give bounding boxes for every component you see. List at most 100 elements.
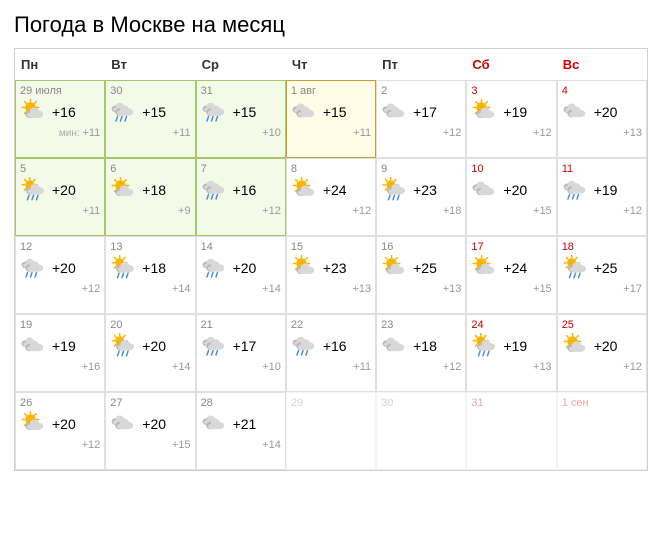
weekday-header: Ср bbox=[196, 49, 286, 80]
temp-low: +11 bbox=[291, 361, 371, 373]
calendar-day[interactable]: 7 +16+12 bbox=[196, 158, 286, 236]
temp-low: +12 bbox=[562, 205, 642, 217]
temp-low: +13 bbox=[291, 283, 371, 295]
calendar-day[interactable]: 9 +23+18 bbox=[376, 158, 466, 236]
day-date: 25 bbox=[562, 319, 642, 331]
temp-high: +25 bbox=[594, 260, 618, 276]
calendar-day[interactable]: 3 +19+12 bbox=[466, 80, 556, 158]
rain-icon bbox=[291, 333, 321, 359]
temp-low: +15 bbox=[471, 205, 551, 217]
day-date: 27 bbox=[110, 397, 190, 409]
temp-low: +17 bbox=[562, 283, 642, 295]
day-date: 29 июля bbox=[20, 85, 100, 97]
partly-cloudy-icon bbox=[110, 177, 140, 203]
day-content: +15 bbox=[110, 99, 190, 125]
calendar-day[interactable]: 8 +24+12 bbox=[286, 158, 376, 236]
calendar-day[interactable]: 12 +20+12 bbox=[15, 236, 105, 314]
calendar-day: 29 bbox=[286, 392, 376, 470]
temp-low: +16 bbox=[20, 361, 100, 373]
day-content: +19 bbox=[20, 333, 100, 359]
calendar-day[interactable]: 29 июля +16мин: +11 bbox=[15, 80, 105, 158]
calendar-day[interactable]: 11 +19+12 bbox=[557, 158, 647, 236]
calendar-day[interactable]: 26 +20+12 bbox=[15, 392, 105, 470]
temp-low: +10 bbox=[201, 127, 281, 139]
temp-low-value: +9 bbox=[178, 205, 191, 217]
temp-low-value: +11 bbox=[82, 205, 100, 217]
rain-icon bbox=[201, 255, 231, 281]
temp-low-value: +12 bbox=[623, 205, 642, 217]
temp-high: +20 bbox=[142, 416, 166, 432]
calendar-day[interactable]: 19 +19 +16 bbox=[15, 314, 105, 392]
calendar-day[interactable]: 10 +20 +15 bbox=[466, 158, 556, 236]
temp-low-value: +13 bbox=[623, 127, 642, 139]
calendar-day: 31 bbox=[466, 392, 556, 470]
day-content: +25 bbox=[381, 255, 461, 281]
temp-high: +18 bbox=[413, 338, 437, 354]
calendar-week: 29 июля +16мин: +1130 +15+11 31 +15 +10 1 а… bbox=[15, 80, 647, 158]
calendar-day[interactable]: 20 +20+14 bbox=[105, 314, 195, 392]
calendar-day[interactable]: 25 +20 +12 bbox=[557, 314, 647, 392]
calendar-day[interactable]: 31 +15 +10 bbox=[196, 80, 286, 158]
temp-high: +16 bbox=[233, 182, 257, 198]
temp-high: +21 bbox=[233, 416, 257, 432]
day-date: 16 bbox=[381, 241, 461, 253]
calendar-day[interactable]: 15 +23+13 bbox=[286, 236, 376, 314]
temp-low: +18 bbox=[381, 205, 461, 217]
calendar-day[interactable]: 24 +19+13 bbox=[466, 314, 556, 392]
temp-high: +18 bbox=[142, 260, 166, 276]
temp-low: +12 bbox=[562, 361, 642, 373]
calendar-day[interactable]: 23 +18+12 bbox=[376, 314, 466, 392]
calendar-day[interactable]: 27 +20+15 bbox=[105, 392, 195, 470]
calendar-day[interactable]: 4 +20+13 bbox=[557, 80, 647, 158]
day-date: 10 bbox=[471, 163, 551, 175]
cloudy-icon bbox=[381, 333, 411, 359]
day-date: 31 bbox=[201, 85, 281, 97]
day-date: 31 bbox=[471, 397, 551, 409]
calendar-day[interactable]: 1 авг +15+11 bbox=[286, 80, 376, 158]
temp-low: +11 bbox=[110, 127, 190, 139]
temp-low-value: +13 bbox=[443, 283, 462, 295]
day-content: +23 bbox=[381, 177, 461, 203]
calendar-week: 26 +20+1227 +20+1528 +21+142930311 сен bbox=[15, 392, 647, 470]
calendar-day[interactable]: 6 +18+9 bbox=[105, 158, 195, 236]
temp-high: +20 bbox=[503, 182, 527, 198]
temp-high: +15 bbox=[233, 104, 257, 120]
calendar-day[interactable]: 5 +20+11 bbox=[15, 158, 105, 236]
temp-high: +20 bbox=[594, 338, 618, 354]
calendar-day[interactable]: 2 +17+12 bbox=[376, 80, 466, 158]
temp-low-value: +11 bbox=[353, 361, 371, 373]
day-content: +16 bbox=[20, 99, 100, 125]
day-date: 19 bbox=[20, 319, 100, 331]
temp-low: +9 bbox=[110, 205, 190, 217]
temp-low: +14 bbox=[201, 283, 281, 295]
temp-low: +14 bbox=[110, 361, 190, 373]
calendar-day[interactable]: 14 +20+14 bbox=[196, 236, 286, 314]
calendar-day[interactable]: 28 +21+14 bbox=[196, 392, 286, 470]
temp-high: +19 bbox=[503, 338, 527, 354]
calendar-day[interactable]: 13 +18+14 bbox=[105, 236, 195, 314]
day-date: 20 bbox=[110, 319, 190, 331]
temp-high: +19 bbox=[503, 104, 527, 120]
temp-low: +11 bbox=[20, 205, 100, 217]
temp-low-value: +13 bbox=[533, 361, 552, 373]
calendar-grid: 29 июля +16мин: +1130 +15+11 31 +15 +10 1 а… bbox=[15, 80, 647, 470]
calendar-day[interactable]: 18 +25 +17 bbox=[557, 236, 647, 314]
temp-low-value: +14 bbox=[172, 361, 191, 373]
temp-low-value: +12 bbox=[623, 361, 642, 373]
day-content: +20 bbox=[20, 411, 100, 437]
rain-icon bbox=[20, 255, 50, 281]
calendar-day[interactable]: 16 +25 +13 bbox=[376, 236, 466, 314]
temp-low-value: +11 bbox=[82, 127, 100, 139]
cloudy-icon bbox=[562, 99, 592, 125]
temp-high: +24 bbox=[323, 182, 347, 198]
day-date: 18 bbox=[562, 241, 642, 253]
partly-cloudy-icon bbox=[381, 255, 411, 281]
calendar-day[interactable]: 21 +17+10 bbox=[196, 314, 286, 392]
weekday-header: Сб bbox=[466, 49, 556, 80]
day-date: 4 bbox=[562, 85, 642, 97]
calendar-day[interactable]: 17 +24+15 bbox=[466, 236, 556, 314]
day-content: +24 bbox=[471, 255, 551, 281]
day-content: +20 bbox=[471, 177, 551, 203]
calendar-day[interactable]: 30 +15+11 bbox=[105, 80, 195, 158]
calendar-day[interactable]: 22 +16+11 bbox=[286, 314, 376, 392]
